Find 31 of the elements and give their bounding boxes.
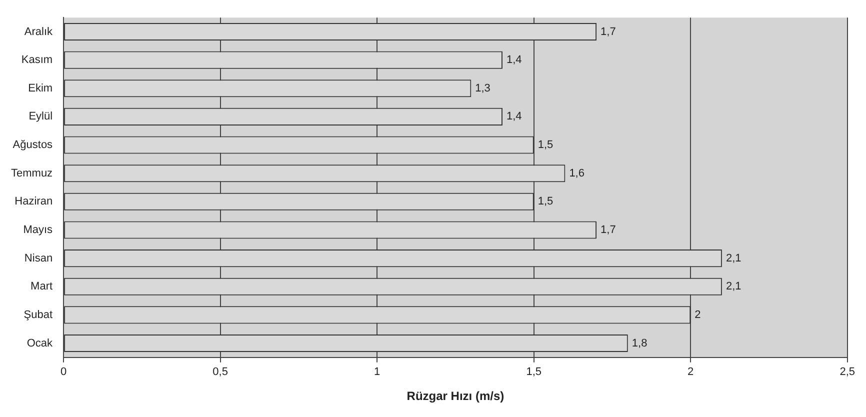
data-label: 1,7 (600, 26, 616, 38)
y-tick-label: Eylül (28, 110, 53, 123)
x-tick-label: 0 (60, 366, 67, 378)
data-label: 2,1 (726, 252, 742, 264)
x-tick-label: 1 (374, 366, 380, 378)
x-tick-label: 0,5 (212, 366, 228, 378)
y-tick-label: Ekim (28, 82, 53, 94)
y-tick-label: Mayıs (23, 224, 54, 236)
x-tick-label: 2 (688, 366, 694, 378)
y-tick-label: Mart (30, 280, 53, 293)
data-label: 2 (694, 308, 701, 321)
y-tick-label: Haziran (14, 196, 53, 208)
x-tick-label: 1,5 (526, 366, 542, 378)
x-tick-label: 2,5 (840, 366, 856, 378)
y-tick-label: Aralık (24, 26, 54, 38)
data-label: 1,5 (538, 196, 554, 208)
data-label: 1,3 (475, 82, 490, 94)
y-tick-label: Kasım (21, 54, 53, 66)
y-tick-label: Ocak (26, 337, 54, 350)
y-tick-label: Şubat (24, 308, 53, 321)
data-label: 1,5 (538, 139, 554, 152)
data-label: 1,8 (632, 337, 648, 350)
data-label: 2,1 (726, 280, 742, 293)
y-tick-label: Temmuz (11, 167, 53, 180)
data-label: 1,4 (506, 110, 522, 123)
data-label: 1,7 (600, 224, 616, 236)
y-tick-label: Ağustos (12, 139, 54, 152)
data-label: 1,6 (569, 167, 584, 180)
data-label: 1,4 (506, 54, 522, 66)
y-tick-label: Nisan (24, 252, 53, 264)
x-axis-title: Rüzgar Hızı (m/s) (406, 389, 504, 404)
